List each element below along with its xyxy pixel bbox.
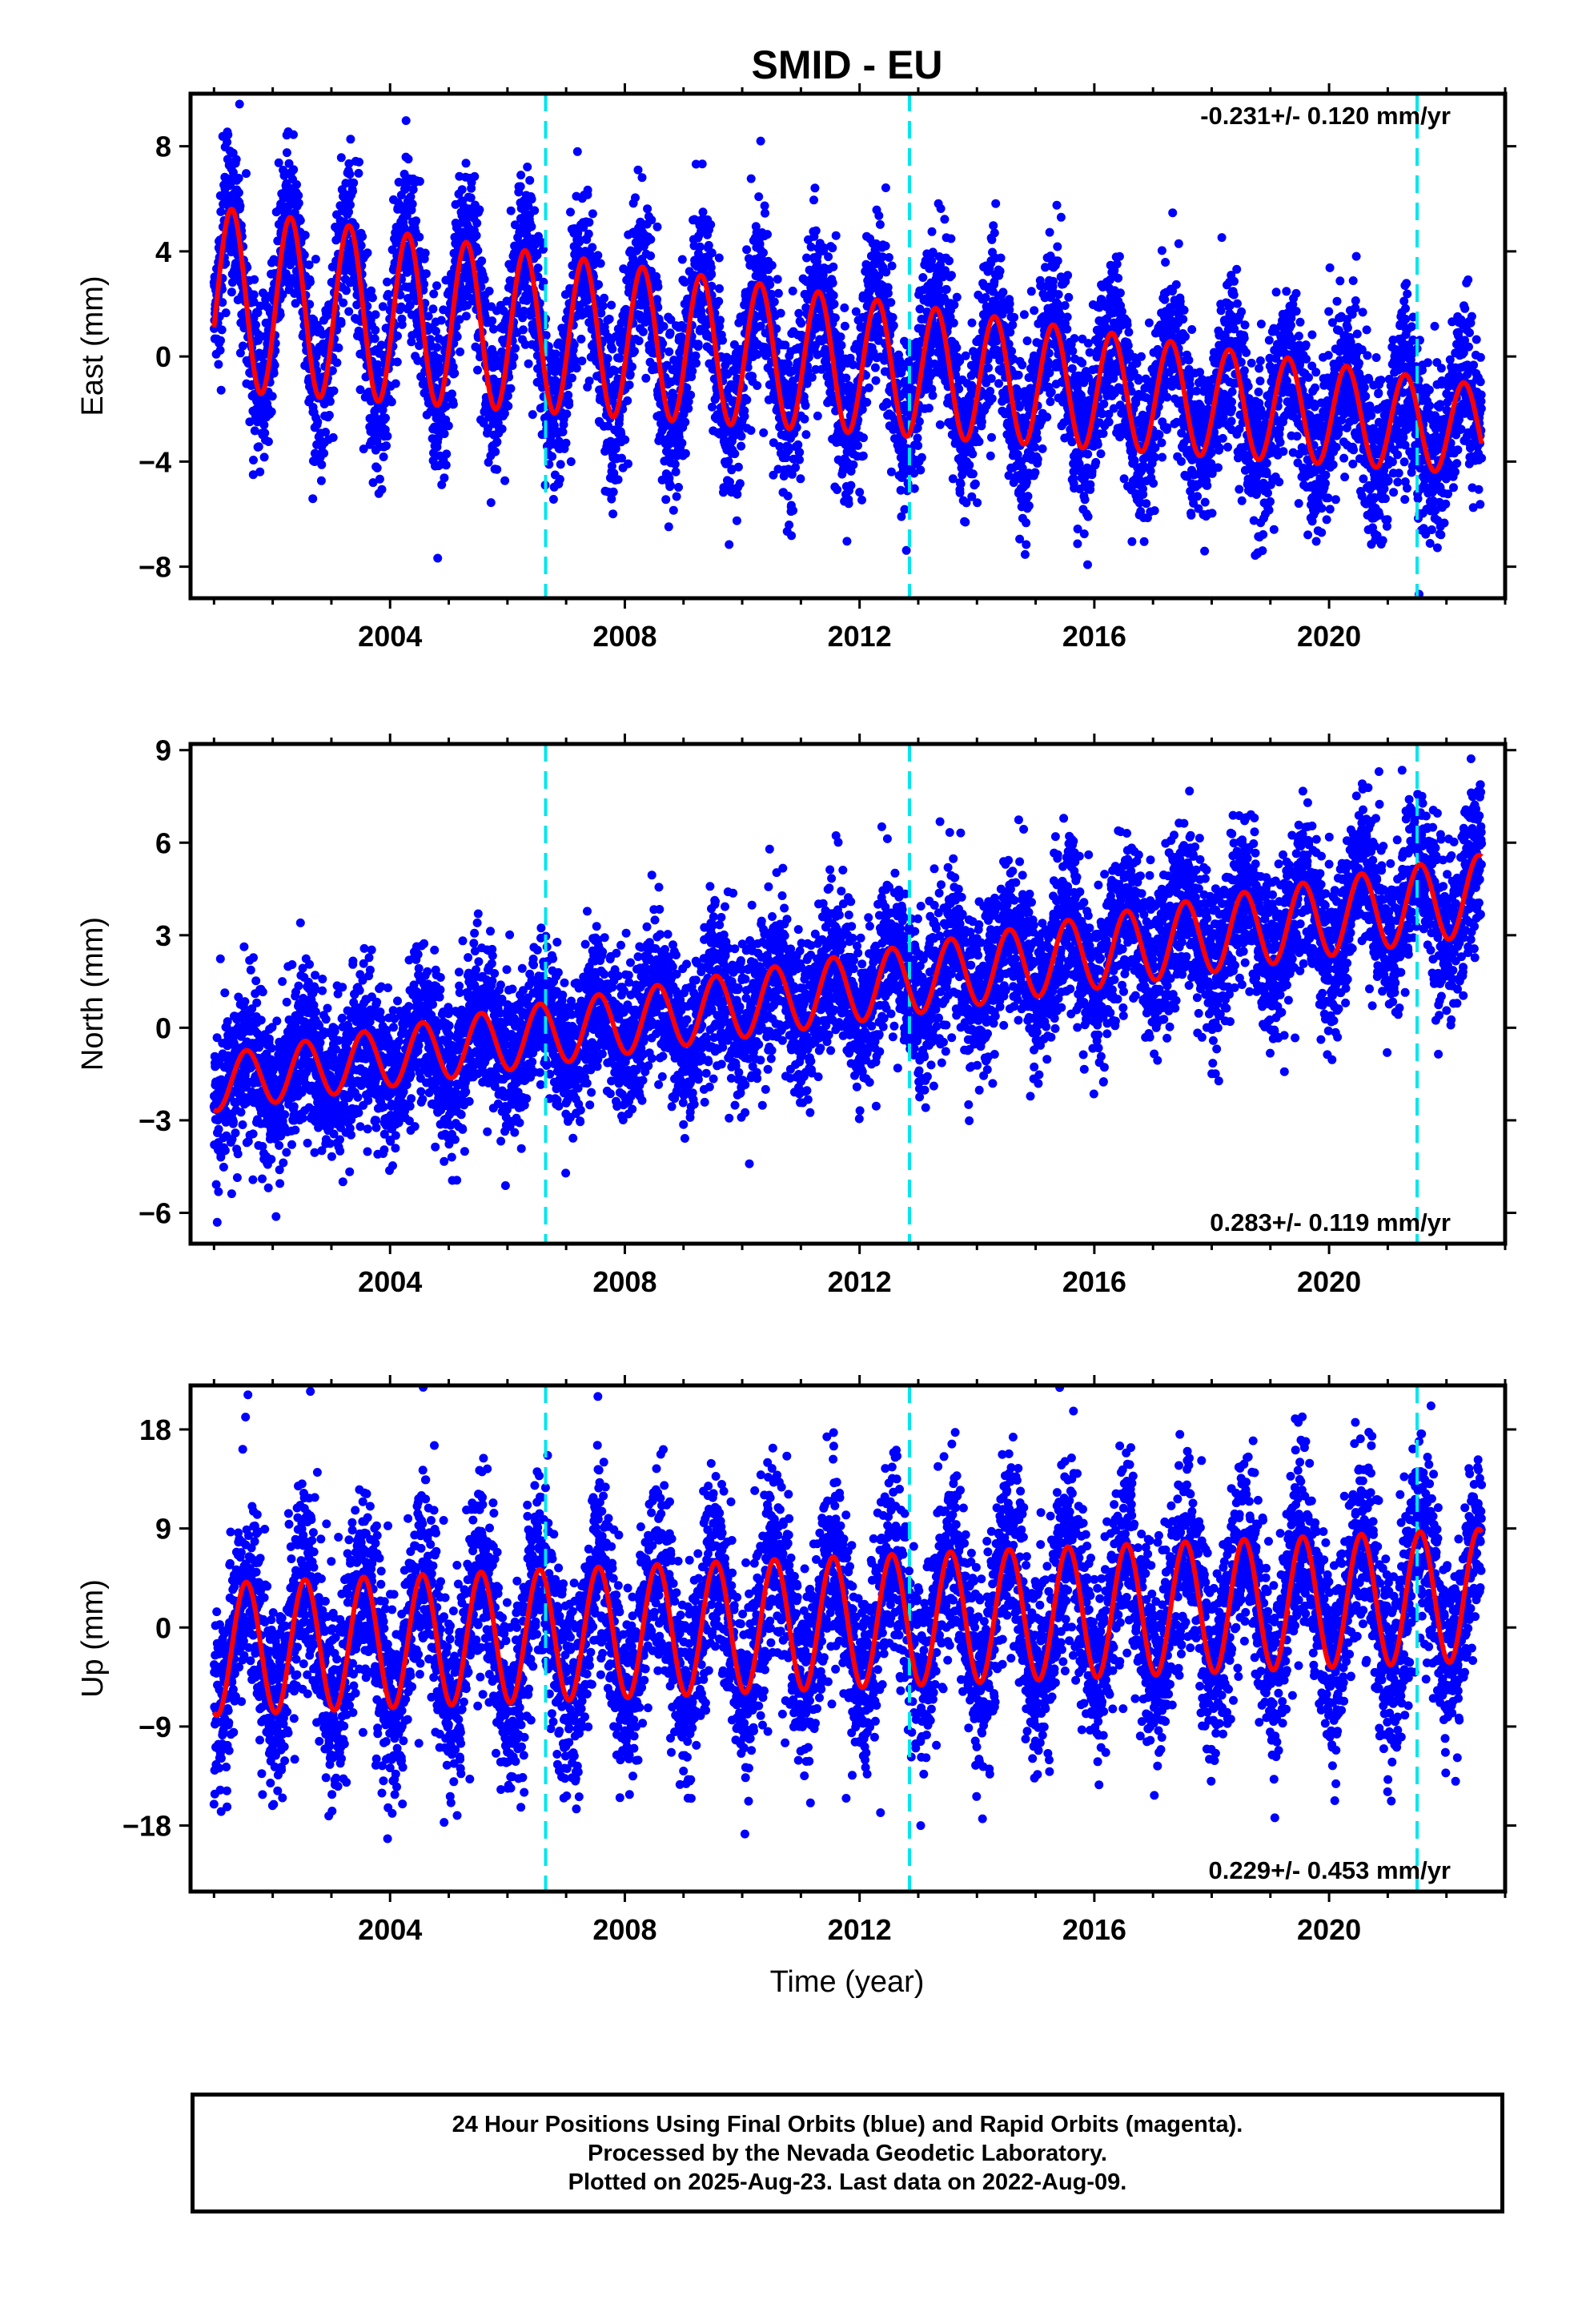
x-tick-label: 2004 (358, 1913, 422, 1946)
caption-line-2: Processed by the Nevada Geodetic Laborat… (588, 2140, 1107, 2166)
x-tick-label: 2008 (592, 620, 656, 653)
panel-frame (188, 91, 1508, 601)
panels: 2004 2008 2012 2016 2020 −8 −4 0 4 8 East (mm) -0.2… (76, 83, 1516, 1946)
velocity-annotation: 0.229+/- 0.453 mm/yr (1209, 1856, 1451, 1884)
y-tick-label: 9 (155, 734, 171, 767)
y-tick-label: −6 (139, 1196, 171, 1229)
caption-line-1: 24 Hour Positions Using Final Orbits (bl… (452, 2111, 1243, 2137)
plot-area (209, 1385, 1487, 1892)
x-tick-label: 2012 (828, 1265, 892, 1298)
y-tick-label: 9 (155, 1513, 171, 1546)
x-tick-label: 2020 (1297, 1265, 1361, 1298)
y-tick-label: 18 (139, 1413, 171, 1446)
velocity-annotation: 0.283+/- 0.119 mm/yr (1210, 1208, 1451, 1236)
y-tick-label: −3 (139, 1104, 171, 1137)
y-tick-label: −9 (139, 1711, 171, 1743)
x-axis-label: Time (year) (770, 1965, 925, 1999)
model-fit-line (211, 207, 1484, 474)
x-tick-label: 2016 (1062, 1265, 1126, 1298)
y-tick-label: 3 (155, 919, 171, 952)
panel-up: 2004 2008 2012 2016 2020 −18 −9 0 9 18 Up (mm) 0.22… (76, 1375, 1516, 1946)
y-axis-label: Up (mm) (76, 1579, 110, 1698)
x-tick-label: 2012 (828, 1913, 892, 1946)
y-tick-label: −18 (122, 1810, 171, 1843)
panel-east: 2004 2008 2012 2016 2020 −8 −4 0 4 8 East (mm) -0.2… (76, 83, 1516, 653)
y-tick-label: 6 (155, 826, 171, 859)
x-tick-label: 2020 (1297, 620, 1361, 653)
x-tick-label: 2008 (592, 1265, 656, 1298)
velocity-annotation: -0.231+/- 0.120 mm/yr (1200, 102, 1451, 130)
x-tick-label: 2012 (828, 620, 892, 653)
y-tick-label: −8 (139, 551, 171, 584)
x-tick-label: 2020 (1297, 1913, 1361, 1946)
y-tick-label: 8 (155, 131, 171, 163)
final-orbit-points (209, 99, 1487, 598)
panel-north: 2004 2008 2012 2016 2020 −6 −3 0 3 6 9 North (mm) 0.… (76, 734, 1516, 1298)
x-tick-label: 2004 (358, 1265, 422, 1298)
y-axis-label: East (mm) (76, 275, 110, 416)
panel-frame (188, 1383, 1508, 1894)
chart-title: SMID - EU (752, 42, 943, 87)
y-axis-label: North (mm) (76, 917, 110, 1071)
model-fit-line (212, 852, 1484, 1113)
caption-box: 24 Hour Positions Using Final Orbits (bl… (191, 2093, 1504, 2213)
x-tick-label: 2004 (358, 620, 422, 653)
y-tick-label: −4 (139, 445, 171, 478)
x-tick-label: 2016 (1062, 1913, 1126, 1946)
y-tick-label: 0 (155, 1611, 171, 1644)
y-tick-label: 0 (155, 340, 171, 373)
x-tick-label: 2016 (1062, 620, 1126, 653)
y-tick-label: 0 (155, 1011, 171, 1044)
plot-area (209, 744, 1487, 1244)
plot-area (209, 94, 1487, 598)
panel-frame (188, 742, 1508, 1246)
x-tick-label: 2008 (592, 1913, 656, 1946)
y-tick-label: 4 (155, 235, 171, 268)
caption-line-3: Plotted on 2025-Aug-23. Last data on 202… (568, 2169, 1127, 2195)
model-fit-line (211, 1526, 1484, 1718)
